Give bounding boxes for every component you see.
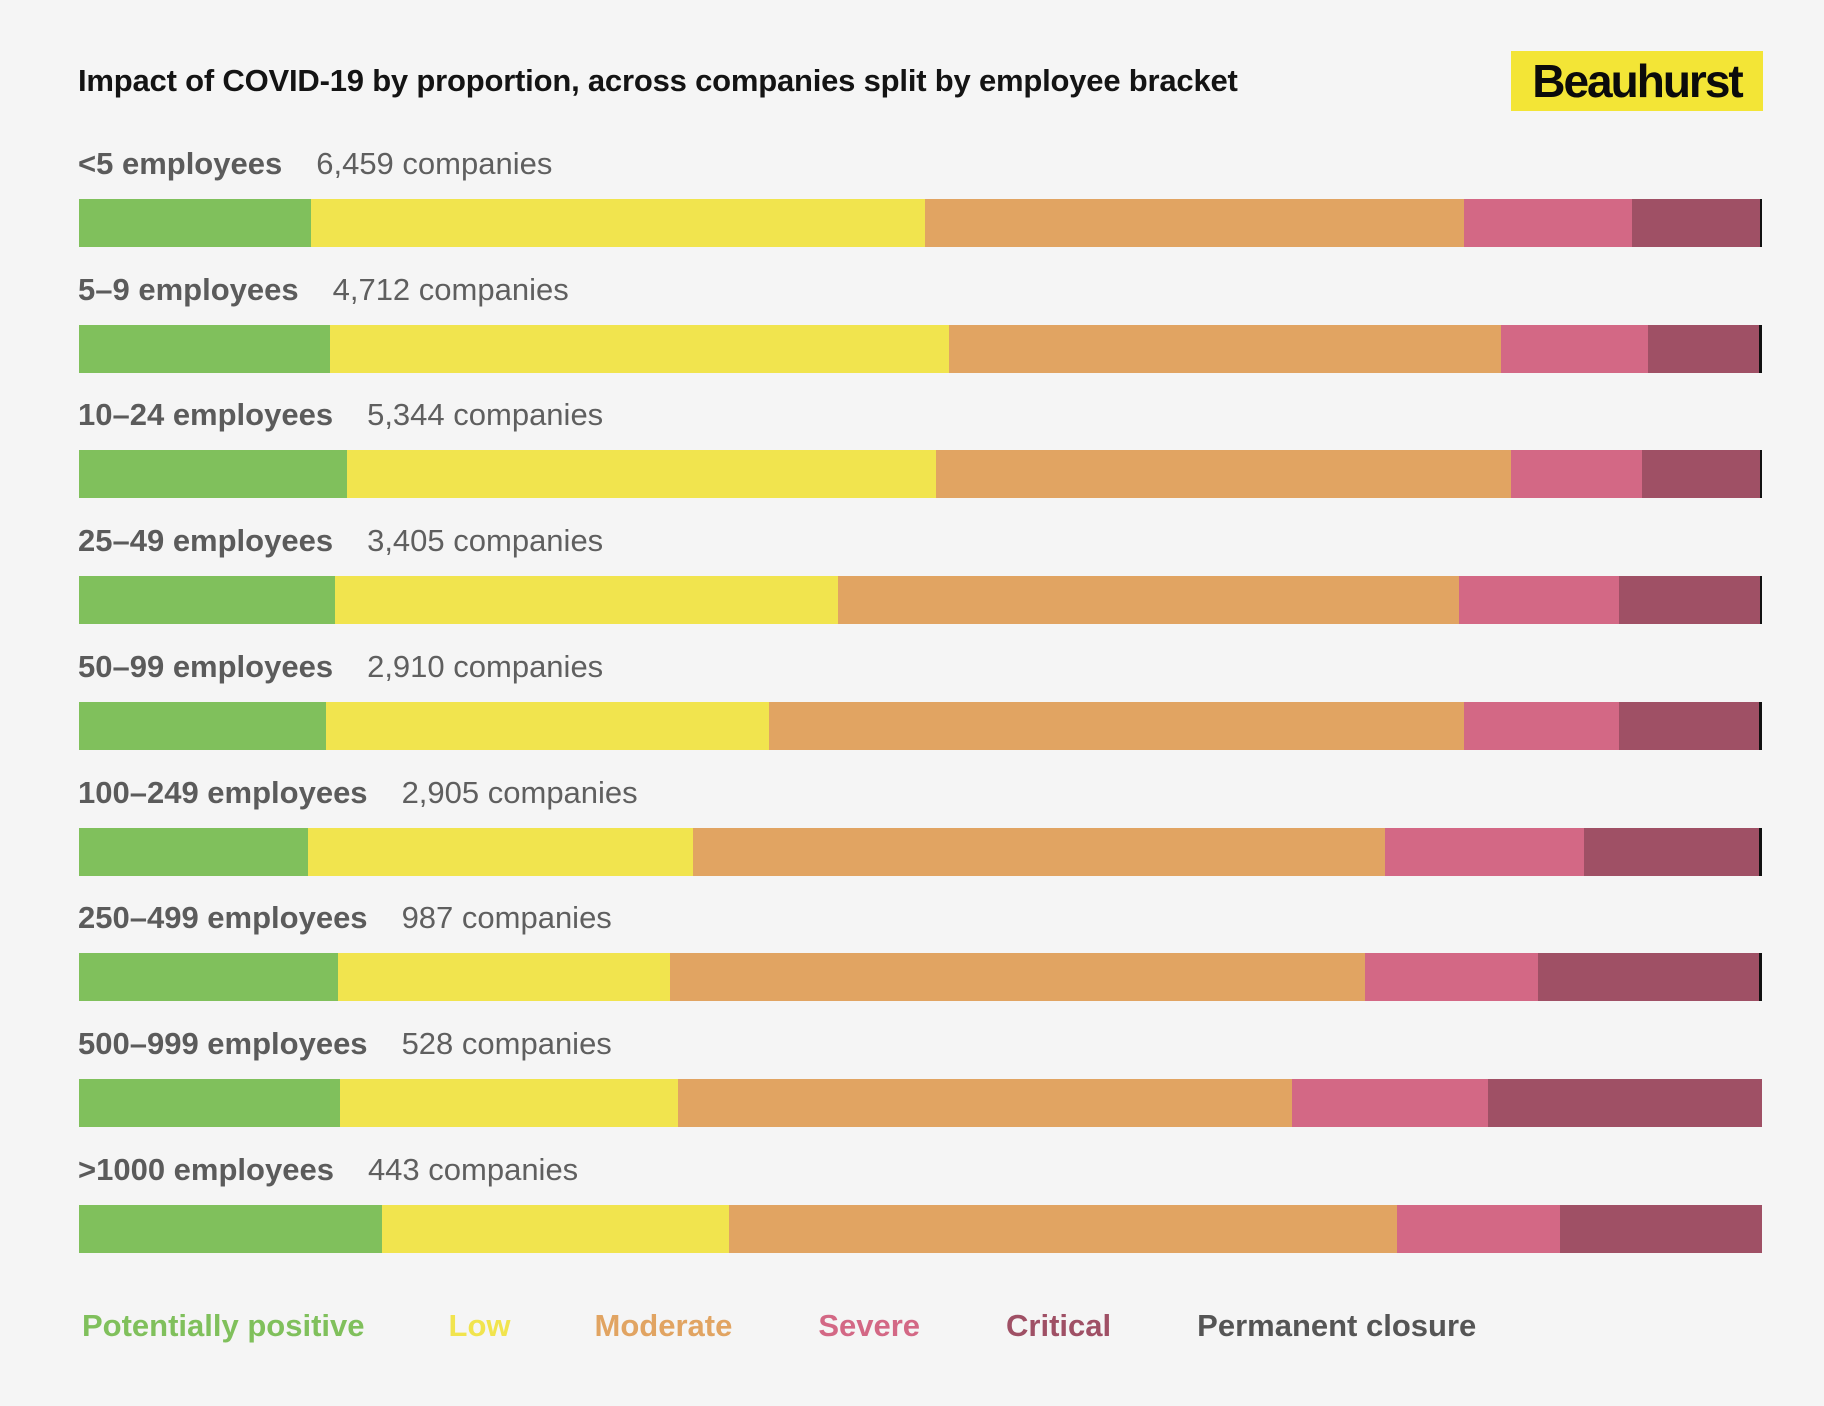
bar-segment-permanent-closure <box>1760 450 1763 498</box>
employee-bracket-label: 25–49 employees <box>78 523 334 558</box>
bar-segment-critical <box>1487 1079 1762 1127</box>
legend-item-severe: Severe <box>818 1308 921 1343</box>
legend: Potentially positive Low Moderate Severe Cri… <box>82 1308 1476 1344</box>
bar-segment-low <box>307 828 694 876</box>
employee-bracket-label: 10–24 employees <box>78 397 334 432</box>
row-label: >1000 employees 443 companies <box>78 1152 578 1188</box>
bar-segment-moderate <box>769 702 1465 750</box>
bar-segment-permanent-closure <box>1760 576 1762 624</box>
company-count-label: 6,459 companies <box>316 146 553 181</box>
company-count-label: 987 companies <box>401 900 612 935</box>
legend-item-permanent-closure: Permanent closure <box>1197 1308 1477 1343</box>
legend-item-low: Low <box>448 1308 511 1343</box>
bar-segment-severe <box>1501 325 1648 373</box>
stacked-bar <box>79 199 1762 247</box>
employee-bracket-label: <5 employees <box>78 146 283 181</box>
bar-segment-moderate <box>728 1205 1397 1253</box>
bar-segment-permanent-closure <box>1760 199 1762 247</box>
row-label: 500–999 employees 528 companies <box>78 1026 612 1062</box>
bar-segment-potentially-positive <box>79 1205 382 1253</box>
bar-segment-moderate <box>925 199 1464 247</box>
bar-segment-critical <box>1618 576 1760 624</box>
bar-segment-potentially-positive <box>79 828 308 876</box>
stacked-bar <box>79 576 1762 624</box>
bar-segment-low <box>334 576 838 624</box>
row-label: 25–49 employees 3,405 companies <box>78 523 603 559</box>
stacked-bar <box>79 325 1762 373</box>
row-label: 5–9 employees 4,712 companies <box>78 272 569 308</box>
brand-logo: Beauhurst <box>1511 51 1763 111</box>
company-count-label: 2,905 companies <box>401 775 638 810</box>
legend-item-potentially-positive: Potentially positive <box>82 1308 365 1343</box>
bar-segment-permanent-closure <box>1758 828 1762 876</box>
bar-segment-potentially-positive <box>79 702 327 750</box>
bar-segment-low <box>381 1205 729 1253</box>
bar-segment-potentially-positive <box>79 199 312 247</box>
bar-segment-potentially-positive <box>79 1079 340 1127</box>
legend-item-critical: Critical <box>1006 1308 1112 1343</box>
bar-segment-low <box>346 450 936 498</box>
bar-segment-severe <box>1458 576 1619 624</box>
bar-segment-permanent-closure <box>1758 702 1762 750</box>
company-count-label: 443 companies <box>367 1152 579 1187</box>
company-count-label: 2,910 companies <box>367 649 604 684</box>
bar-segment-moderate <box>935 450 1511 498</box>
company-count-label: 4,712 companies <box>332 272 569 307</box>
bar-segment-moderate <box>669 953 1365 1001</box>
bar-segment-moderate <box>678 1079 1293 1127</box>
employee-bracket-label: 500–999 employees <box>78 1026 368 1061</box>
bar-segment-low <box>329 325 950 373</box>
bar-segment-moderate <box>693 828 1385 876</box>
bar-segment-severe <box>1463 199 1633 247</box>
stacked-bar <box>79 953 1762 1001</box>
bar-segment-critical <box>1583 828 1759 876</box>
company-count-label: 3,405 companies <box>367 523 604 558</box>
company-count-label: 528 companies <box>401 1026 612 1061</box>
bar-segment-potentially-positive <box>79 450 347 498</box>
stacked-bar <box>79 1079 1762 1127</box>
bar-segment-severe <box>1384 828 1584 876</box>
stacked-bar <box>79 1205 1762 1253</box>
stacked-bar <box>79 828 1762 876</box>
bar-segment-potentially-positive <box>79 953 339 1001</box>
chart-title: Impact of COVID-19 by proportion, across… <box>78 63 1238 98</box>
bar-segment-critical <box>1647 325 1759 373</box>
employee-bracket-label: >1000 employees <box>78 1152 334 1187</box>
row-label: <5 employees 6,459 companies <box>78 146 552 182</box>
bar-segment-low <box>339 1079 679 1127</box>
bar-segment-critical <box>1618 702 1759 750</box>
bar-segment-moderate <box>949 325 1502 373</box>
stacked-bar <box>79 702 1762 750</box>
employee-bracket-label: 250–499 employees <box>78 900 368 935</box>
bar-segment-low <box>326 702 770 750</box>
row-label: 10–24 employees 5,344 companies <box>78 397 603 433</box>
bar-segment-low <box>311 199 926 247</box>
bar-segment-severe <box>1396 1205 1561 1253</box>
row-label: 250–499 employees 987 companies <box>78 900 612 936</box>
bar-segment-critical <box>1632 199 1760 247</box>
bar-segment-moderate <box>837 576 1459 624</box>
employee-bracket-label: 100–249 employees <box>78 775 368 810</box>
bar-segment-severe <box>1364 953 1539 1001</box>
bar-segment-severe <box>1464 702 1619 750</box>
employee-bracket-label: 50–99 employees <box>78 649 334 684</box>
bar-segment-low <box>338 953 670 1001</box>
bar-segment-permanent-closure <box>1758 953 1762 1001</box>
bar-segment-severe <box>1510 450 1643 498</box>
legend-item-moderate: Moderate <box>594 1308 733 1343</box>
bar-segment-critical <box>1642 450 1761 498</box>
bar-segment-potentially-positive <box>79 325 330 373</box>
bar-segment-critical <box>1538 953 1759 1001</box>
company-count-label: 5,344 companies <box>367 397 604 432</box>
row-label: 100–249 employees 2,905 companies <box>78 775 638 811</box>
employee-bracket-label: 5–9 employees <box>78 272 299 307</box>
bar-segment-permanent-closure <box>1758 325 1762 373</box>
bar-segment-critical <box>1560 1205 1762 1253</box>
bar-segment-potentially-positive <box>79 576 335 624</box>
row-label: 50–99 employees 2,910 companies <box>78 649 603 685</box>
stacked-bar <box>79 450 1763 498</box>
bar-segment-severe <box>1292 1079 1488 1127</box>
